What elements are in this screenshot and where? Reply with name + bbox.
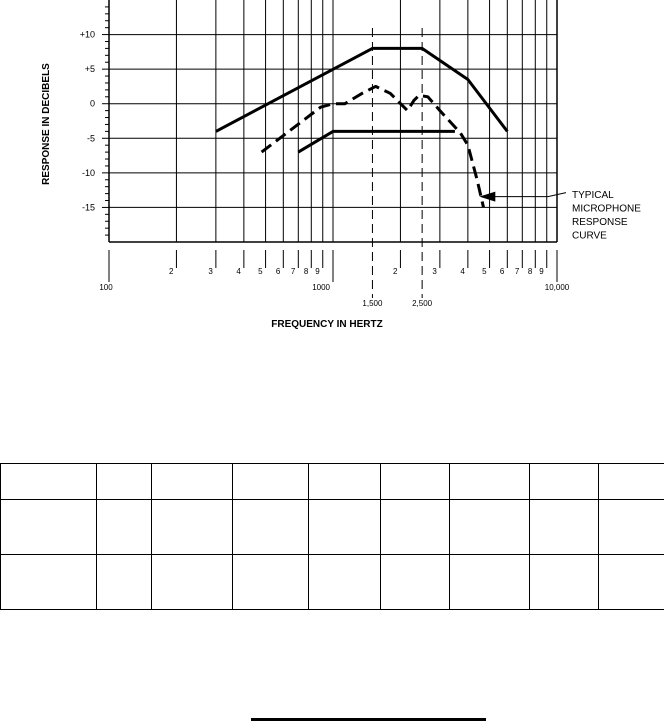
table-cell [96, 499, 152, 555]
callout-text-line: RESPONSE [572, 217, 628, 228]
x-tick-label: 4 [460, 267, 465, 276]
x-tick-label: 2 [169, 267, 174, 276]
x-tick-label: 9 [315, 267, 320, 276]
table-cell [151, 499, 233, 555]
table-cell [529, 463, 599, 500]
table-cell [0, 499, 97, 555]
y-tick-label: -15 [82, 202, 95, 212]
table-cell [232, 554, 309, 610]
table-cell [308, 463, 381, 500]
reference-lines: 1,500 2,500 [362, 28, 433, 308]
x-tick-label: 9 [539, 267, 544, 276]
table-cell [449, 499, 530, 555]
reference-line-label: 1,500 [362, 299, 383, 308]
table-row [0, 499, 664, 555]
table-row [0, 554, 664, 610]
table-cell [449, 554, 530, 610]
y-tick-label: +5 [85, 64, 95, 74]
y-axis-label: RESPONSE IN DECIBELS [41, 63, 52, 185]
table-cell [380, 499, 450, 555]
table-cell [0, 463, 97, 500]
x-tick-label: 3 [432, 267, 437, 276]
x-tick-label: 10,000 [545, 283, 570, 292]
table-cell [449, 463, 530, 500]
callout-annotation: TYPICAL MICROPHONE RESPONSE CURVE [479, 190, 641, 242]
table-cell [598, 463, 664, 500]
callout-text-line: CURVE [572, 231, 607, 242]
series-lines [215, 46, 509, 208]
x-tick-label: 7 [291, 267, 296, 276]
table-cell [308, 499, 381, 555]
table-cell [151, 463, 233, 500]
x-tick-label: 2 [393, 267, 398, 276]
x-tick-label: 6 [276, 267, 281, 276]
table-cell [308, 554, 381, 610]
reference-line-label: 2,500 [412, 299, 433, 308]
table-cell [232, 499, 309, 555]
y-tick-label: -5 [87, 133, 95, 143]
callout-arrowhead [479, 191, 496, 202]
response-curve-solid [297, 129, 455, 154]
x-tick-label: 7 [515, 267, 520, 276]
y-tick-label: +10 [80, 30, 95, 40]
table-cell [96, 554, 152, 610]
callout-leader [493, 192, 567, 198]
y-tick-label: 0 [90, 99, 95, 109]
table-cell [598, 554, 664, 610]
callout-text-line: MICROPHONE [572, 204, 641, 215]
table-cell [0, 554, 97, 610]
callout-text-line: TYPICAL [572, 190, 614, 201]
table-cell [380, 554, 450, 610]
table-cell [96, 463, 152, 500]
grid [108, 0, 558, 242]
blank-table [0, 463, 664, 610]
x-tick-label: 1000 [312, 283, 330, 292]
response-curve-solid [215, 46, 509, 133]
table-cell [529, 499, 599, 555]
x-tick-label: 5 [482, 267, 487, 276]
table-row [0, 463, 664, 500]
x-axis-label: FREQUENCY IN HERTZ [271, 319, 383, 330]
table-cell [529, 554, 599, 610]
y-tick-label: -10 [82, 168, 95, 178]
x-tick-label: 6 [500, 267, 505, 276]
table-cell [380, 463, 450, 500]
x-tick-label: 8 [304, 267, 309, 276]
table-cell [151, 554, 233, 610]
table-cell [598, 499, 664, 555]
table-cell [232, 463, 309, 500]
x-tick-label: 4 [236, 267, 241, 276]
x-tick-label: 5 [258, 267, 263, 276]
bottom-rule [251, 718, 486, 721]
x-tick-label: 8 [528, 267, 533, 276]
y-tick-labels: +10 +5 0 -5 -10 -15 [80, 30, 95, 213]
x-tick-label: 3 [208, 267, 213, 276]
x-tick-label: 100 [99, 283, 113, 292]
response-curve-dashed [260, 84, 485, 208]
axes [102, 0, 558, 282]
